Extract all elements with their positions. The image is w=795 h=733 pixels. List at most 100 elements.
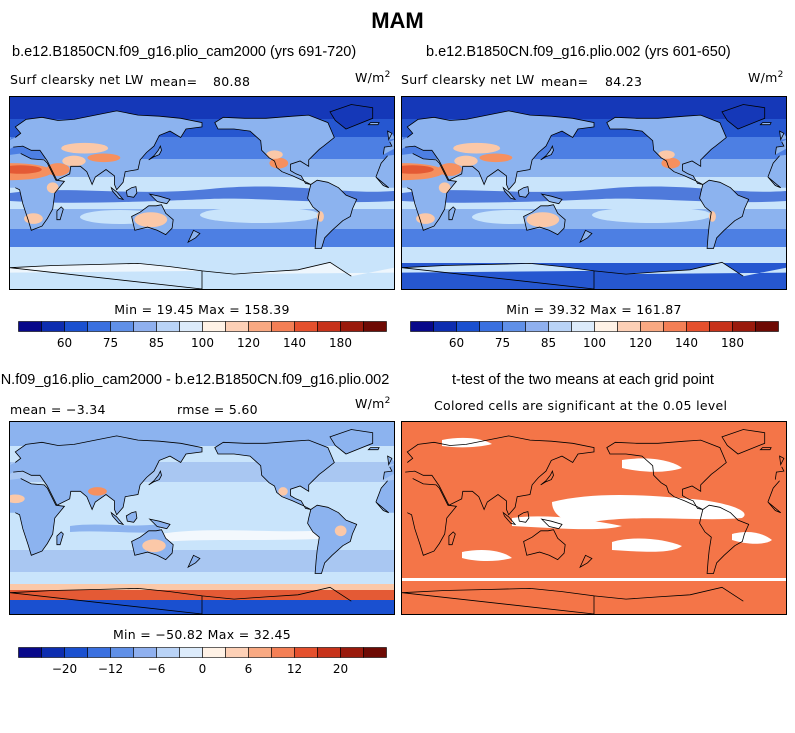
panel1-colorbar: 60 75 85 100 120 140 180 (18, 321, 388, 357)
diff-land-eurasia (10, 435, 202, 515)
colorbar1-swatch-6 (156, 321, 180, 332)
panel1-variable: Surf clearsky net LW (10, 72, 144, 87)
panel3-rmse: rmse = 5.60 (177, 402, 258, 417)
central-asia-warm (61, 142, 109, 154)
colorbar1-swatch-1 (41, 321, 65, 332)
coast-sumatra (502, 186, 517, 201)
coastlines (402, 104, 785, 289)
colorbar3-swatch-12 (294, 647, 318, 658)
colorbar2-tick-label: 85 (541, 336, 556, 350)
coast-borneo (125, 186, 138, 198)
sahara-core (402, 165, 434, 174)
lat-band-south-midlat (10, 229, 394, 247)
coast-greenland (329, 104, 374, 130)
ttest-nonsig-indian (462, 550, 512, 561)
ttest-nonsig-south (612, 538, 682, 552)
colorbar3-tick-label: −20 (52, 662, 77, 676)
colorbar1-tick-label: 85 (149, 336, 164, 350)
colorbar1-swatch-8 (202, 321, 226, 332)
land-antarctica (10, 263, 202, 289)
panel2-variable: Surf clearsky net LW (401, 72, 535, 87)
diff-land-madagascar (56, 531, 64, 545)
colorbar3-tick-label: −6 (148, 662, 166, 676)
colorbar3-swatch-15 (363, 647, 387, 658)
coast-australia (131, 204, 174, 236)
colorbar3-tick-label: 12 (287, 662, 302, 676)
colorbar3-tick-label: 20 (333, 662, 348, 676)
australia-warm (526, 212, 560, 228)
iran-hot (454, 155, 478, 167)
ttest-coast-iceland (759, 447, 772, 451)
colorbar2-swatch-8 (594, 321, 618, 332)
south-pacific-patch (200, 207, 320, 223)
diff-arctic-band (10, 422, 394, 446)
land-eurasia (383, 139, 394, 155)
diff-antarctic-coast-hot (10, 590, 394, 600)
panel2-units: W/m2 (748, 70, 784, 86)
panel3-colorbar: −20 −12 −6 0 6 12 20 (18, 647, 388, 683)
diff-indian-stripe (70, 524, 160, 533)
colorbar1-swatch-12 (294, 321, 318, 332)
diff-land-newzealand (188, 555, 200, 568)
sahara-core (10, 165, 42, 174)
coast-antarctica (10, 261, 352, 289)
colorbar2-tick-label: 140 (675, 336, 698, 350)
colorbar3-tick-label: −12 (98, 662, 123, 676)
colorbar2-swatch-11 (663, 321, 687, 332)
land-japan (148, 146, 162, 160)
coast-newguinea (148, 193, 171, 205)
diff-coast-africa (15, 478, 389, 556)
lat-band-southern-ocean (10, 247, 394, 263)
colorbar2-tick-label: 60 (449, 336, 464, 350)
land-newzealand (188, 230, 200, 243)
colorbar2-tick-label: 120 (629, 336, 652, 350)
diff-brazil-warm (334, 525, 347, 537)
coast-iceland (759, 122, 772, 126)
ttest-coast-japan (540, 469, 554, 486)
colorbar3-swatch-5 (133, 647, 157, 658)
central-asia-warm (453, 142, 501, 154)
south-pacific-patch (592, 207, 712, 223)
ttest-coast-australia (523, 529, 566, 561)
colorbar1-swatch-14 (340, 321, 364, 332)
colorbar1-swatch-11 (271, 321, 295, 332)
coast-samerica (307, 179, 358, 249)
colorbar3-swatch-4 (110, 647, 134, 658)
panel1-minmax: Min = 19.45 Max = 158.39 (114, 302, 290, 317)
colorbar3-swatch-7 (179, 647, 203, 658)
diff-southern-ocean-warm (10, 584, 394, 590)
colorbar3-swatch-8 (202, 647, 226, 658)
colorbar2-swatch-7 (571, 321, 595, 332)
ttest-coast-newguinea (540, 518, 563, 530)
australia-warm (134, 212, 168, 228)
panel3-title-clip: b.e12.B1850CN.f09_g16.plio_cam2000 - b.e… (0, 370, 460, 392)
colorbar1-swatch-5 (133, 321, 157, 332)
land-greenland (330, 104, 373, 129)
colorbar2-swatch-14 (732, 321, 756, 332)
panel2-colorbar: 60 75 85 100 120 140 180 (410, 321, 780, 357)
lat-band-south-midlat (402, 229, 786, 247)
colorbar3-swatch-3 (87, 647, 111, 658)
coast-uk (387, 130, 393, 142)
diff-coast-borneo (125, 511, 138, 523)
coast-antarctica (402, 261, 744, 289)
land-borneo (518, 186, 529, 198)
colorbar1-swatch-4 (110, 321, 134, 332)
colorbar1-tick-label: 60 (57, 336, 72, 350)
warm-regions (10, 142, 324, 228)
coast-greenland (721, 104, 766, 130)
colorbar3-swatch-14 (340, 647, 364, 658)
land-antarctica (234, 262, 394, 277)
colorbar1-tick-label: 140 (283, 336, 306, 350)
diff-land-japan (148, 471, 162, 485)
ttest-coast-madagascar (448, 531, 456, 546)
panel1-units: W/m2 (355, 70, 391, 86)
colorbar2-swatch-3 (479, 321, 503, 332)
panel2-mean-label: mean= (541, 74, 589, 89)
coast-iceland (367, 122, 380, 126)
tibet-hot (87, 153, 121, 163)
sw-usa-warm (266, 150, 283, 159)
colorbar1-tick-label: 180 (329, 336, 352, 350)
panel4-map (401, 421, 787, 615)
colorbar2-swatch-1 (433, 321, 457, 332)
